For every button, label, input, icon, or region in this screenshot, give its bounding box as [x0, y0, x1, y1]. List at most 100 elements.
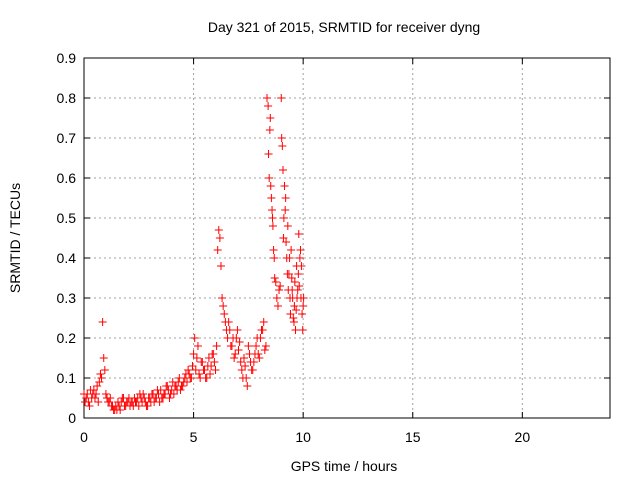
x-tick-label: 15	[405, 429, 421, 445]
data-point	[113, 398, 122, 406]
data-point	[264, 150, 273, 158]
data-point	[210, 358, 219, 366]
data-point	[175, 374, 184, 382]
data-point	[296, 246, 305, 254]
x-tick-label: 10	[295, 429, 311, 445]
data-point	[189, 350, 198, 358]
data-point	[243, 382, 252, 390]
data-point	[218, 294, 227, 302]
data-point	[236, 358, 245, 366]
data-point	[221, 318, 230, 326]
y-tick-label: 0.6	[57, 170, 77, 186]
y-tick-label: 0.7	[57, 130, 77, 146]
data-point	[227, 342, 236, 350]
data-point	[268, 222, 277, 230]
data-point	[249, 358, 258, 366]
data-point	[199, 366, 208, 374]
data-point	[85, 402, 94, 410]
x-tick-label: 0	[80, 429, 88, 445]
data-point	[285, 254, 294, 262]
data-point	[299, 294, 308, 302]
data-point	[142, 402, 151, 410]
data-point	[295, 282, 304, 290]
data-point	[239, 354, 248, 362]
data-point	[298, 326, 307, 334]
data-point	[267, 194, 276, 202]
data-point	[263, 94, 272, 102]
data-point	[261, 342, 270, 350]
data-point	[282, 238, 291, 246]
data-point	[87, 394, 96, 402]
data-point	[279, 166, 288, 174]
data-point	[260, 346, 269, 354]
y-tick-label: 0.8	[57, 90, 77, 106]
y-tick-label: 0	[68, 410, 76, 426]
data-point	[230, 354, 239, 362]
data-point	[298, 310, 307, 318]
y-tick-label: 0.3	[57, 290, 77, 306]
data-point	[290, 302, 299, 310]
data-point	[186, 374, 195, 382]
data-point	[279, 214, 288, 222]
data-point	[270, 254, 279, 262]
data-point	[179, 378, 188, 386]
data-point	[278, 142, 287, 150]
data-point	[165, 394, 174, 402]
data-point	[231, 350, 240, 358]
axis-ticks: 0 0.1 0.2 0.3 0.4 0.5 0.6 0.7 0.8 0.9 0 5 10 15 20	[57, 50, 610, 445]
data-point	[97, 374, 106, 382]
data-point	[283, 222, 292, 230]
data-point	[254, 350, 263, 358]
data-point	[241, 362, 250, 370]
data-point	[297, 262, 306, 270]
data-points	[80, 94, 308, 414]
data-point	[258, 326, 267, 334]
grid-lines	[84, 58, 610, 418]
data-point	[195, 370, 204, 378]
data-point	[268, 214, 277, 222]
data-point	[191, 366, 200, 374]
data-point	[214, 226, 223, 234]
data-point	[266, 114, 275, 122]
data-point	[294, 270, 303, 278]
data-point	[234, 346, 243, 354]
data-point	[225, 326, 234, 334]
data-point	[291, 326, 300, 334]
y-tick-label: 0.2	[57, 330, 77, 346]
data-point	[232, 334, 241, 342]
data-point	[284, 286, 293, 294]
data-point	[219, 302, 228, 310]
data-point	[100, 366, 109, 374]
data-point	[237, 366, 246, 374]
data-point	[153, 386, 162, 394]
data-point	[204, 354, 213, 362]
data-point	[99, 354, 108, 362]
data-point	[264, 102, 273, 110]
data-point	[277, 94, 286, 102]
data-point	[270, 274, 279, 282]
data-point	[206, 370, 215, 378]
data-point	[256, 334, 265, 342]
data-point	[166, 390, 175, 398]
data-point	[271, 278, 280, 286]
data-point	[188, 362, 197, 370]
data-point	[215, 234, 224, 242]
data-point	[245, 350, 254, 358]
plot-frame	[83, 57, 611, 419]
data-point	[233, 326, 242, 334]
y-tick-label: 0.5	[57, 210, 77, 226]
data-point	[275, 286, 284, 294]
data-point	[220, 310, 229, 318]
data-point	[223, 334, 232, 342]
data-point	[277, 134, 286, 142]
data-point	[299, 302, 308, 310]
data-point	[235, 338, 244, 346]
x-axis-label: GPS time / hours	[291, 458, 398, 474]
data-point	[184, 366, 193, 374]
data-point	[135, 390, 144, 398]
data-point	[273, 302, 282, 310]
data-point	[290, 278, 299, 286]
data-point	[268, 206, 277, 214]
data-point	[292, 306, 301, 314]
